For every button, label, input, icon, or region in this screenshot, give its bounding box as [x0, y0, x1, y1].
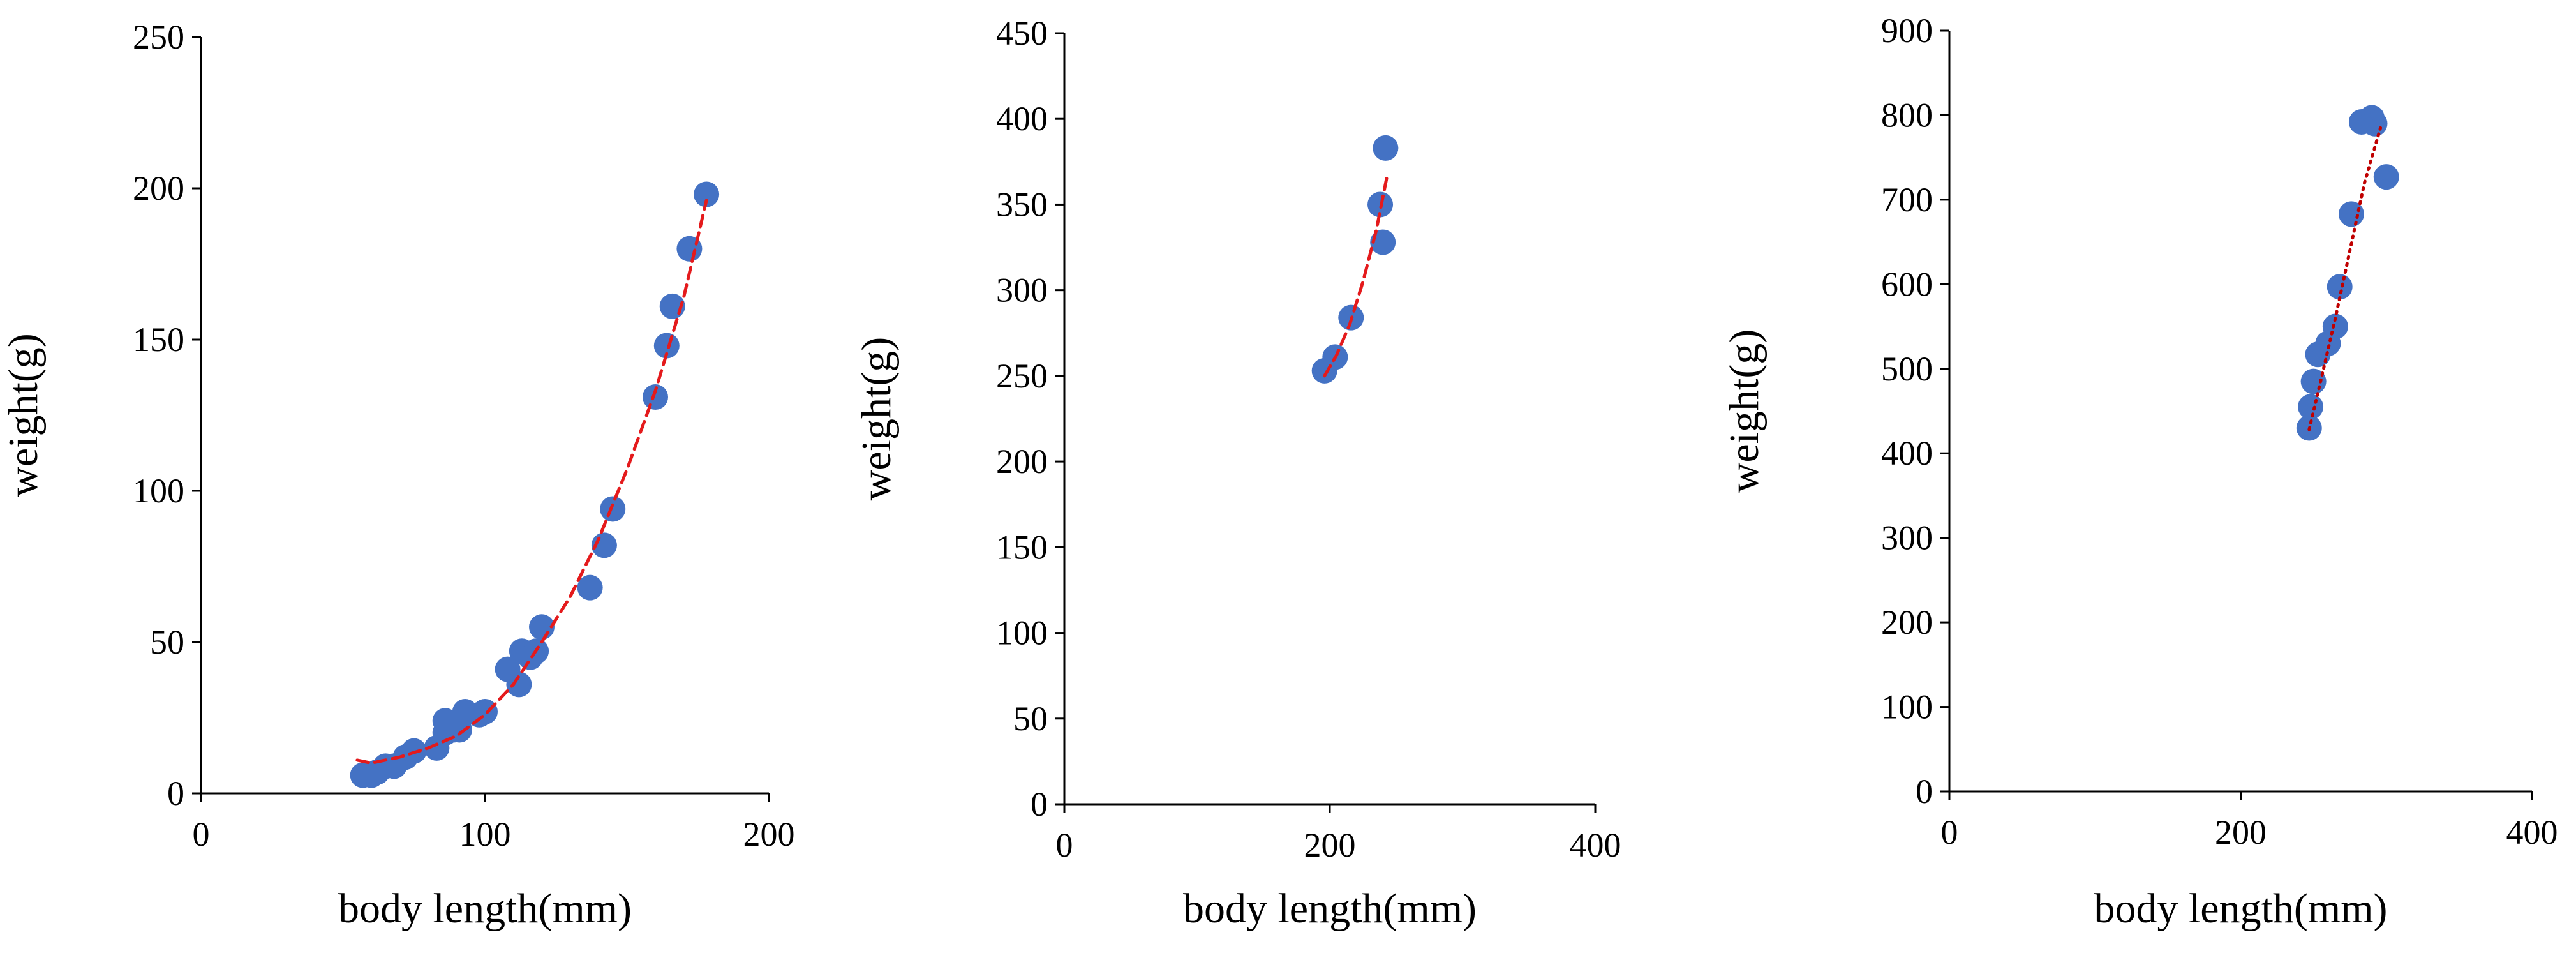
y-tick-label: 100 [1881, 688, 1933, 726]
panel-middle: 0 50 100 150 200 250 300 350 400 450 0 200 400 body l… [853, 14, 1621, 932]
data-point [694, 181, 720, 207]
y-tick-label: 200 [1881, 603, 1933, 641]
x-tick-label: 200 [1304, 826, 1356, 864]
y-tick-label: 0 [1031, 785, 1048, 823]
y-tick-label: 150 [133, 320, 184, 359]
y-tick-label: 50 [1013, 700, 1048, 738]
x-tick-label: 200 [743, 815, 795, 853]
x-tick-label: 200 [2215, 813, 2267, 851]
data-point [2322, 313, 2348, 340]
y-tick-label: 500 [1881, 350, 1933, 388]
y-tick-label: 900 [1881, 11, 1933, 50]
y-tick-label: 300 [1881, 519, 1933, 557]
y-tick-label: 150 [996, 528, 1048, 566]
data-point [643, 384, 668, 410]
y-tick-label: 600 [1881, 265, 1933, 303]
x-tick-label: 400 [1570, 826, 1621, 864]
x-axis-title: body length(mm) [338, 885, 632, 932]
trend-line [355, 199, 708, 765]
y-axis-title: weight(g) [853, 337, 900, 501]
y-tick-label: 450 [996, 14, 1048, 52]
y-tick-label: 100 [133, 472, 184, 510]
y-tick-label: 0 [167, 774, 184, 813]
y-tick-label: 700 [1881, 181, 1933, 219]
y-tick-label: 50 [150, 623, 184, 661]
y-tick-label: 350 [996, 185, 1048, 223]
panel-left: 0 50 100 150 200 250 0 100 200 body length(mm) wei… [0, 18, 795, 932]
y-axis-title: weight(g) [0, 333, 47, 497]
y-tick-label: 0 [1916, 772, 1933, 811]
x-tick-label: 0 [193, 815, 210, 853]
y-tick-label: 400 [996, 100, 1048, 138]
data-point [2298, 394, 2324, 420]
data-point [1373, 135, 1399, 161]
y-tick-label: 400 [1881, 434, 1933, 472]
data-point [2373, 164, 2399, 190]
data-point [577, 574, 603, 601]
x-axis-title: body length(mm) [2094, 885, 2387, 932]
trend-line [1323, 176, 1389, 378]
y-tick-label: 250 [133, 18, 184, 56]
data-point [1370, 229, 1396, 255]
data-point [2327, 274, 2353, 300]
data-point [600, 496, 626, 522]
data-point [2362, 110, 2388, 137]
y-axis-title: weight(g) [1721, 329, 1768, 493]
y-tick-label: 800 [1881, 96, 1933, 134]
y-tick-label: 250 [996, 357, 1048, 395]
y-tick-label: 200 [996, 442, 1048, 481]
panel-right: 0 100 200 300 400 500 600 700 800 900 0 200 400 body … [1721, 11, 2558, 932]
x-tick-label: 0 [1941, 813, 1958, 851]
data-point [506, 671, 532, 698]
trend-line [2307, 126, 2383, 431]
x-tick-label: 0 [1056, 826, 1073, 864]
y-tick-label: 300 [996, 271, 1048, 310]
y-tick-label: 200 [133, 169, 184, 207]
y-tick-label: 100 [996, 614, 1048, 652]
x-axis-title: body length(mm) [1183, 885, 1477, 932]
x-tick-label: 100 [459, 815, 511, 853]
data-point [653, 333, 680, 359]
x-tick-label: 400 [2506, 813, 2558, 851]
